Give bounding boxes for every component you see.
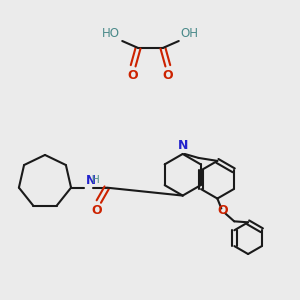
Text: O: O (128, 69, 139, 82)
Text: OH: OH (181, 27, 199, 40)
Text: HO: HO (102, 27, 120, 40)
Text: N: N (178, 139, 188, 152)
Text: O: O (217, 204, 228, 217)
Text: O: O (92, 205, 102, 218)
Text: O: O (163, 69, 173, 82)
Text: N: N (86, 174, 96, 187)
Text: H: H (92, 175, 100, 185)
